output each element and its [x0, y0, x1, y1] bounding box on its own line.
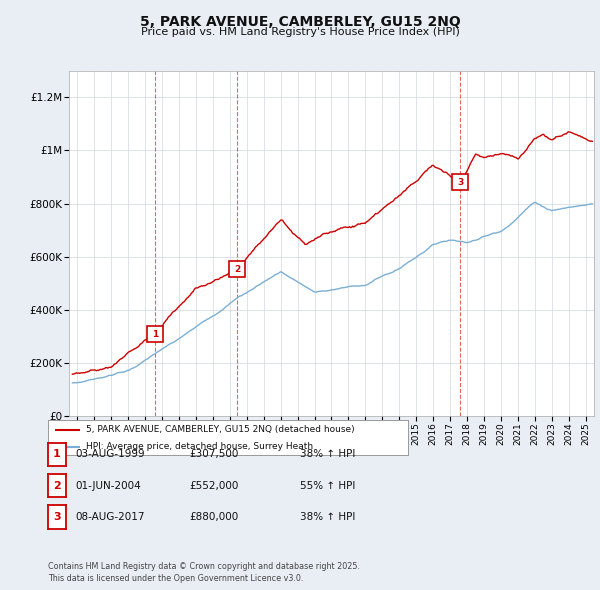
Text: HPI: Average price, detached house, Surrey Heath: HPI: Average price, detached house, Surr…: [86, 442, 313, 451]
Text: 3: 3: [457, 178, 463, 187]
Text: £880,000: £880,000: [189, 512, 238, 522]
Text: 01-JUN-2004: 01-JUN-2004: [75, 481, 141, 490]
Text: 5, PARK AVENUE, CAMBERLEY, GU15 2NQ (detached house): 5, PARK AVENUE, CAMBERLEY, GU15 2NQ (det…: [86, 425, 355, 434]
Text: 2: 2: [234, 265, 240, 274]
Text: £307,500: £307,500: [189, 450, 238, 459]
Text: 5, PARK AVENUE, CAMBERLEY, GU15 2NQ: 5, PARK AVENUE, CAMBERLEY, GU15 2NQ: [140, 15, 460, 29]
Text: £552,000: £552,000: [189, 481, 238, 490]
Text: 38% ↑ HPI: 38% ↑ HPI: [300, 512, 355, 522]
Text: 1: 1: [152, 330, 158, 339]
Text: 38% ↑ HPI: 38% ↑ HPI: [300, 450, 355, 459]
Text: Contains HM Land Registry data © Crown copyright and database right 2025.
This d: Contains HM Land Registry data © Crown c…: [48, 562, 360, 583]
Text: 08-AUG-2017: 08-AUG-2017: [75, 512, 145, 522]
Text: Price paid vs. HM Land Registry's House Price Index (HPI): Price paid vs. HM Land Registry's House …: [140, 27, 460, 37]
Text: 3: 3: [53, 512, 61, 522]
Text: 1: 1: [53, 450, 61, 459]
Text: 2: 2: [53, 481, 61, 490]
Text: 55% ↑ HPI: 55% ↑ HPI: [300, 481, 355, 490]
Text: 03-AUG-1999: 03-AUG-1999: [75, 450, 145, 459]
